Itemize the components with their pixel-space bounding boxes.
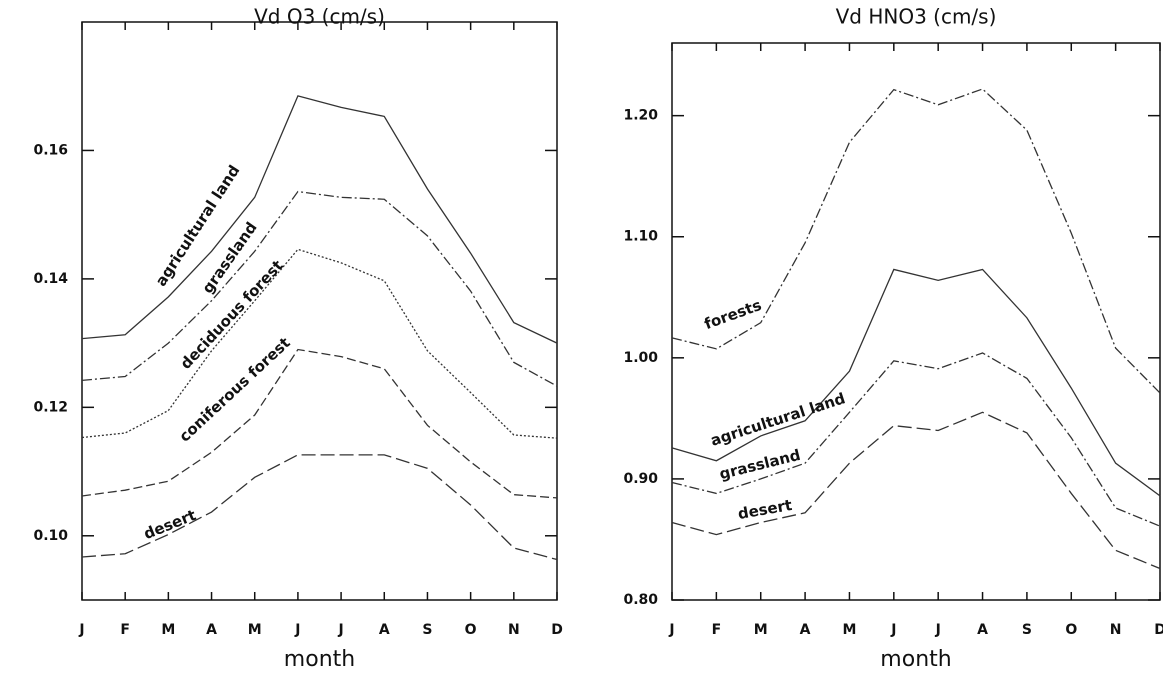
line-label: desert [141, 506, 198, 543]
x-tick-label: J [668, 622, 674, 638]
x-tick-label: A [800, 622, 811, 638]
line-label: grassland [718, 446, 803, 483]
x-tick-label: J [935, 622, 941, 638]
x-tick-label: N [1110, 622, 1122, 638]
x-tick-label: D [1154, 622, 1163, 638]
x-tick-label: M [754, 622, 768, 638]
y-tick-label: 1.10 [623, 229, 658, 245]
x-tick-label: A [977, 622, 988, 638]
chart-title: Vd HNO3 (cm/s) [836, 5, 997, 29]
y-tick-label: 0.90 [623, 471, 658, 487]
x-tick-label: A [206, 622, 217, 638]
x-tick-label: A [379, 622, 390, 638]
line-label: forests [702, 296, 764, 333]
series-line [81, 348, 558, 499]
y-tick-label: 0.80 [623, 592, 658, 608]
y-tick-label: 1.00 [623, 350, 658, 366]
chart-title: Vd O3 (cm/s) [254, 5, 385, 29]
series-line [671, 88, 1161, 394]
y-tick-label: 0.16 [33, 142, 68, 158]
x-tick-label: F [712, 622, 722, 638]
series-line [671, 352, 1161, 527]
series-line [671, 411, 1161, 570]
x-tick-label: N [508, 622, 520, 638]
x-tick-label: O [465, 622, 477, 638]
x-tick-label: M [248, 622, 262, 638]
x-tick-label: O [1065, 622, 1077, 638]
plot-frame [81, 21, 558, 601]
y-tick-label: 1.20 [623, 108, 658, 124]
y-tick-label: 0.10 [33, 528, 68, 544]
x-tick-label: J [78, 622, 84, 638]
x-tick-label: J [890, 622, 896, 638]
series-line [81, 248, 558, 439]
series-line [81, 190, 558, 387]
series-line [81, 454, 558, 561]
x-axis-label: month [284, 647, 355, 672]
x-tick-label: D [551, 622, 563, 638]
x-tick-label: S [422, 622, 432, 638]
x-tick-label: F [120, 622, 130, 638]
line-label: desert [736, 496, 793, 523]
x-tick-label: J [337, 622, 343, 638]
y-tick-label: 0.12 [33, 399, 68, 415]
line-label: agricultural land [708, 389, 847, 450]
series-line [671, 268, 1161, 497]
x-tick-label: J [294, 622, 300, 638]
x-tick-label: M [842, 622, 856, 638]
series-line [81, 95, 558, 344]
x-tick-label: M [161, 622, 175, 638]
plot-frame [671, 42, 1161, 601]
x-tick-label: S [1022, 622, 1032, 638]
x-axis-label: month [880, 647, 951, 672]
y-tick-label: 0.14 [33, 271, 68, 287]
